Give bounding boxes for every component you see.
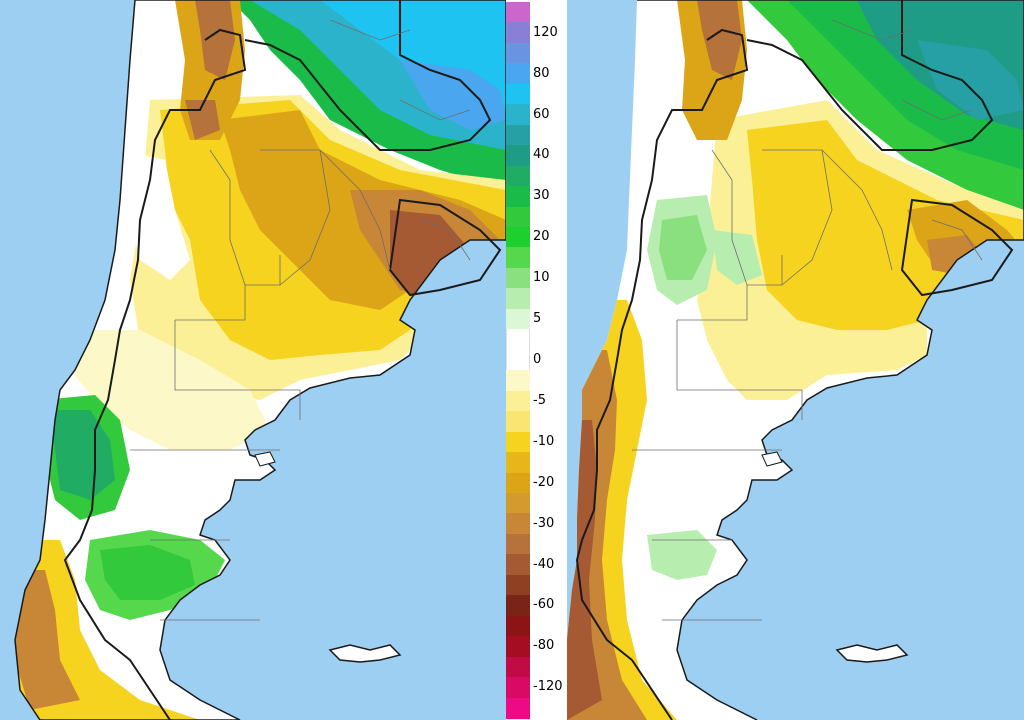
legend-swatch bbox=[506, 227, 530, 249]
border-line-north-right bbox=[746, 0, 994, 151]
legend-swatch bbox=[506, 206, 530, 228]
internal-borders-right bbox=[632, 19, 983, 621]
legend-swatch bbox=[506, 472, 530, 494]
legend-swatch bbox=[506, 186, 530, 208]
legend-swatch bbox=[506, 656, 530, 678]
legend-swatch bbox=[506, 145, 530, 167]
legend-swatch bbox=[506, 533, 530, 555]
legend-swatch bbox=[506, 574, 530, 596]
legend-tick-label: -20 bbox=[533, 474, 555, 490]
legend-tick-label: 30 bbox=[533, 188, 550, 204]
legend-swatch bbox=[506, 411, 530, 433]
legend-swatch bbox=[506, 452, 530, 474]
legend-tick-label: -10 bbox=[533, 433, 555, 449]
legend-tick-label: 0 bbox=[533, 352, 542, 367]
legend-tick-label: 10 bbox=[533, 270, 550, 286]
legend-tick-label: -60 bbox=[533, 597, 555, 613]
legend-swatch bbox=[506, 288, 530, 310]
legend-swatch bbox=[506, 63, 530, 85]
legend-swatch bbox=[506, 83, 530, 105]
legend-tick-label: 120 bbox=[533, 24, 558, 40]
legend-swatch bbox=[506, 554, 530, 576]
peninsula-right bbox=[761, 451, 783, 467]
legend-swatch bbox=[506, 390, 530, 412]
legend-tick-label: 40 bbox=[533, 147, 550, 163]
legend-tick-label: 20 bbox=[533, 229, 550, 245]
uruguay-outline-right bbox=[900, 198, 1014, 297]
legend-swatch bbox=[506, 636, 530, 658]
legend-tick-label: -120 bbox=[533, 679, 563, 695]
islands-right bbox=[835, 644, 909, 663]
legend-swatch bbox=[506, 370, 530, 392]
precipitation-anomaly-map-right bbox=[567, 0, 1024, 720]
legend-swatch bbox=[506, 42, 530, 64]
legend-swatch bbox=[506, 349, 530, 371]
legend-swatch bbox=[506, 267, 530, 289]
uruguay-outline-left bbox=[388, 198, 502, 297]
peninsula-left bbox=[254, 451, 276, 467]
legend-swatch bbox=[506, 124, 530, 146]
legend-tick-label: 60 bbox=[533, 106, 550, 122]
legend-swatch bbox=[506, 247, 530, 269]
legend-swatch bbox=[506, 22, 530, 44]
legend-swatch bbox=[506, 308, 530, 330]
legend-swatch bbox=[506, 615, 530, 637]
legend-swatch bbox=[506, 697, 530, 719]
legend-swatch bbox=[506, 431, 530, 453]
border-line-left bbox=[63, 28, 247, 720]
legend-tick-label: -5 bbox=[533, 392, 546, 408]
legend-swatch bbox=[506, 513, 530, 535]
legend-tick-label: 80 bbox=[533, 65, 550, 81]
legend-swatch bbox=[506, 329, 530, 351]
legend-swatch bbox=[506, 2, 530, 23]
precipitation-anomaly-map-left bbox=[0, 0, 506, 720]
legend-tick-label: -80 bbox=[533, 638, 555, 654]
border-line-right bbox=[575, 28, 749, 720]
legend-tick-label: -30 bbox=[533, 515, 555, 531]
legend-swatch bbox=[506, 104, 530, 126]
legend-swatch bbox=[506, 677, 530, 699]
legend-swatch bbox=[506, 595, 530, 617]
border-line-north-left bbox=[244, 0, 492, 151]
map-panel-left bbox=[0, 0, 506, 720]
map-panel-right bbox=[567, 0, 1024, 720]
legend-tick-label: -40 bbox=[533, 556, 555, 572]
internal-borders-left bbox=[130, 19, 471, 621]
legend-tick-label: 5 bbox=[533, 311, 542, 327]
color-legend: 120 80 60 40 30 20 10 5 0 -5 -10 -20 -30 -40 -60 -80 -12… bbox=[506, 0, 567, 720]
legend-swatch bbox=[506, 165, 530, 187]
legend-swatch bbox=[506, 492, 530, 514]
islands-left bbox=[328, 644, 402, 663]
